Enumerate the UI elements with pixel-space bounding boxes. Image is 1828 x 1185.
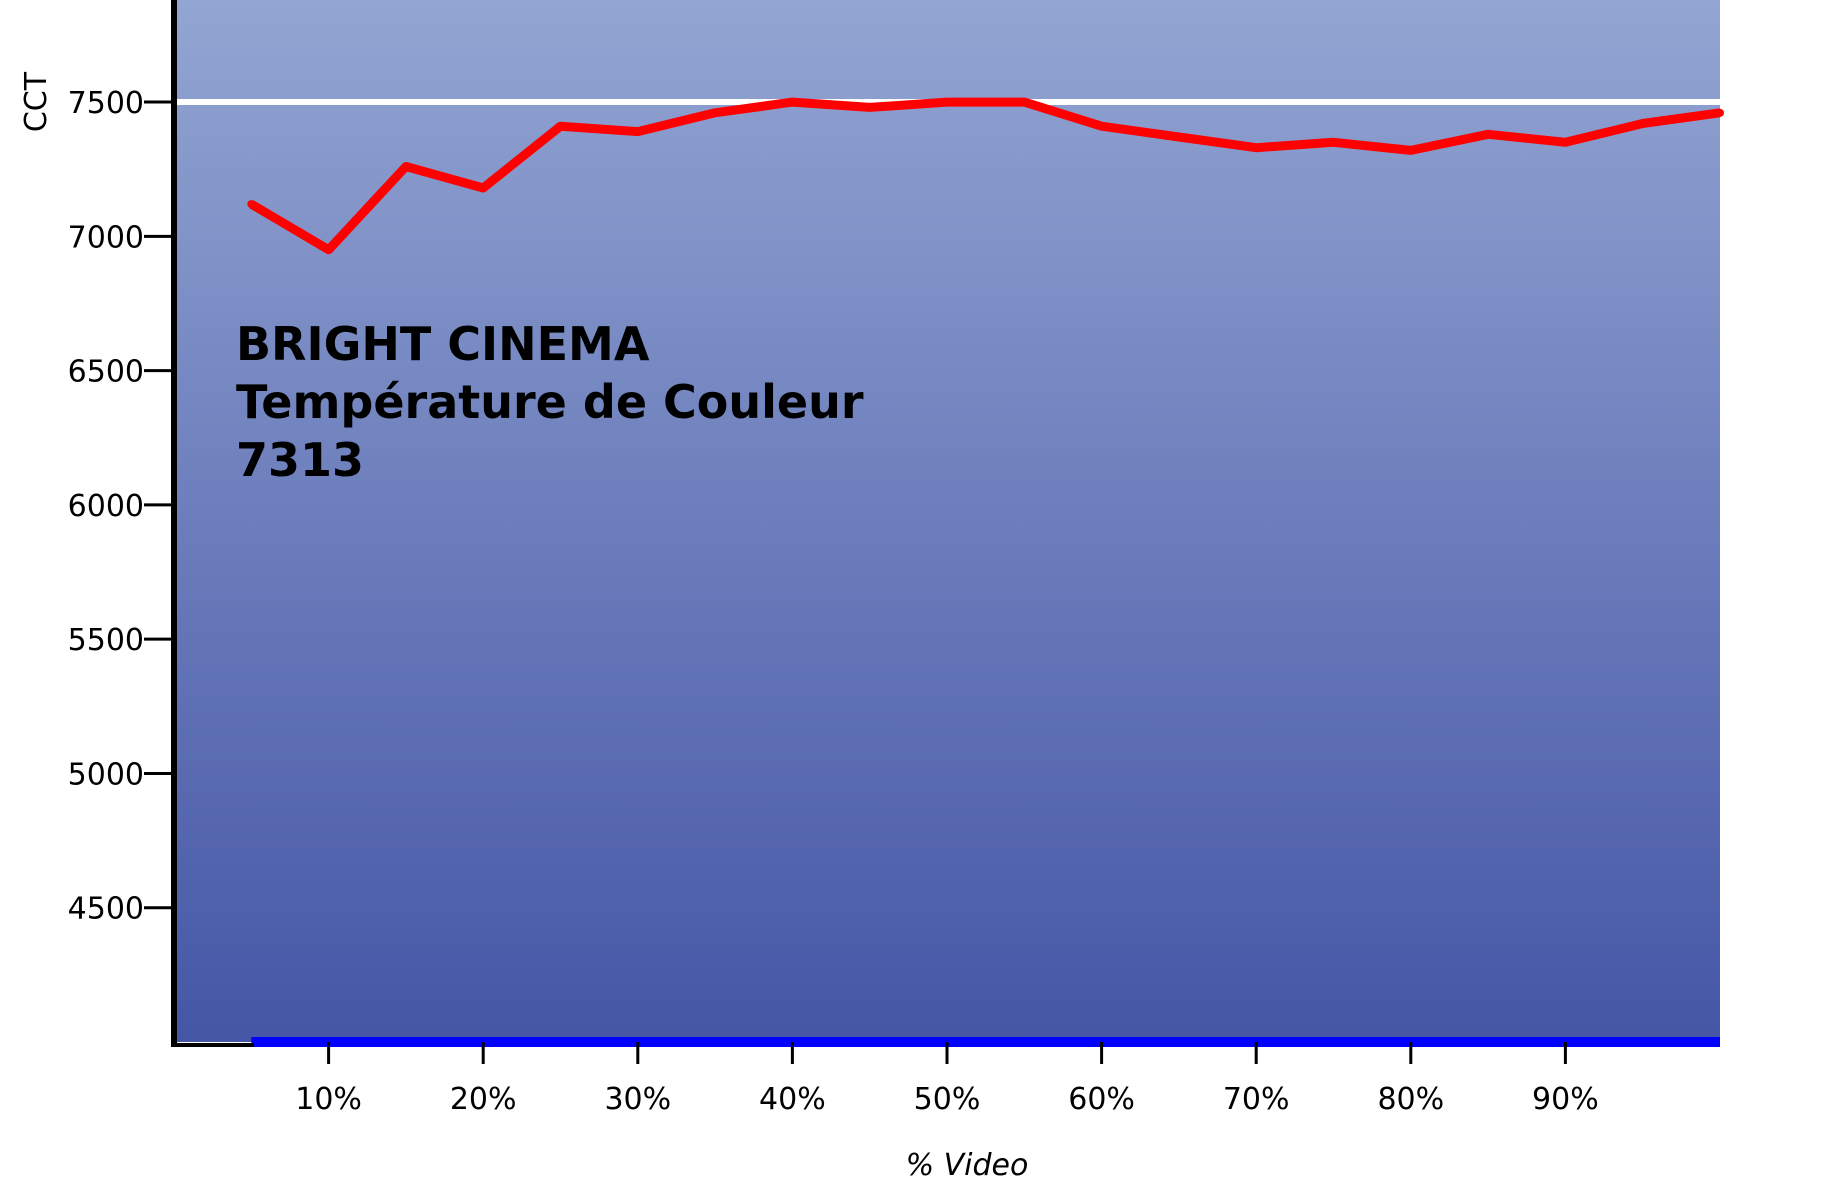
- series-point: [1561, 138, 1570, 147]
- series-point: [1252, 143, 1261, 152]
- series-point: [1097, 122, 1106, 131]
- y-tick-label: 6500: [68, 355, 144, 390]
- x-tick-label: 90%: [1532, 1082, 1599, 1117]
- series-point: [1484, 130, 1493, 139]
- series-point: [401, 162, 410, 171]
- x-tick-label: 40%: [759, 1082, 826, 1117]
- series-point: [633, 127, 642, 136]
- x-tick-label: 30%: [604, 1082, 671, 1117]
- y-tick-label: 4500: [68, 892, 144, 927]
- annotation-mode-name: BRIGHT CINEMA: [236, 317, 650, 371]
- x-tick-label: 50%: [914, 1082, 981, 1117]
- series-point: [1020, 98, 1029, 107]
- series-point: [1716, 108, 1724, 117]
- series-point: [247, 200, 256, 209]
- x-axis-title: % Video: [906, 1148, 1029, 1183]
- x-tick-label: 20%: [450, 1082, 517, 1117]
- y-tick-label: 6000: [68, 489, 144, 524]
- y-tick-label: 5500: [68, 623, 144, 658]
- chart-annotation: BRIGHT CINEMA Température de Couleur 731…: [236, 317, 864, 487]
- series-point: [788, 98, 797, 107]
- x-tick-label: 60%: [1068, 1082, 1135, 1117]
- series-point: [1174, 132, 1183, 141]
- x-tick-label: 10%: [295, 1082, 362, 1117]
- cct-series-line: [249, 97, 1721, 255]
- series-point: [1329, 138, 1338, 147]
- series-point: [943, 98, 951, 107]
- series-point: [324, 245, 333, 254]
- annotation-value: 7313: [236, 433, 364, 487]
- annotation-subtitle: Température de Couleur: [236, 375, 864, 429]
- y-axis-title: CCT: [19, 71, 54, 132]
- cct-series-points: [247, 98, 1724, 254]
- y-tick-label: 7500: [68, 86, 144, 121]
- series-point: [711, 108, 720, 117]
- series-point: [1406, 146, 1415, 155]
- x-tick-label: 70%: [1223, 1082, 1290, 1117]
- plot-background: [174, 0, 1720, 1042]
- series-point: [1638, 119, 1647, 128]
- y-tick-label: 7000: [68, 220, 144, 255]
- series-point: [479, 183, 488, 192]
- series-point: [865, 103, 874, 112]
- x-tick-label: 80%: [1377, 1082, 1444, 1117]
- y-tick-label: 5000: [68, 757, 144, 792]
- series-point: [556, 122, 565, 131]
- x-axis-ticks: 10% 20% 30% 40% 50% 60% 70% 80% 90%: [295, 1042, 1599, 1117]
- y-axis-ticks: 4500 5000 5500 6000 6500 7000 7500: [68, 86, 174, 927]
